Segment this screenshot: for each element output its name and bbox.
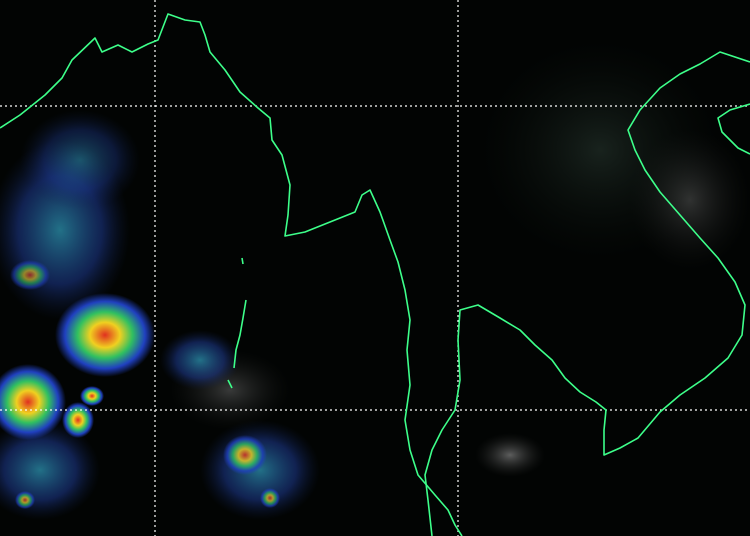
island: [241, 257, 244, 265]
storm-cell: [55, 293, 155, 377]
coastlines: [0, 13, 750, 536]
coastline-east: [424, 51, 750, 536]
storm-cell: [80, 386, 104, 406]
coastline-northeast: [717, 103, 750, 155]
island: [227, 379, 233, 389]
storm-cell: [10, 260, 50, 290]
andaman-islands: [233, 299, 247, 369]
coastline-west: [0, 13, 463, 536]
cloud-layer: [0, 40, 750, 520]
storm-cell: [62, 402, 94, 438]
storm-cell: [0, 364, 66, 440]
storm-cell: [223, 435, 267, 475]
